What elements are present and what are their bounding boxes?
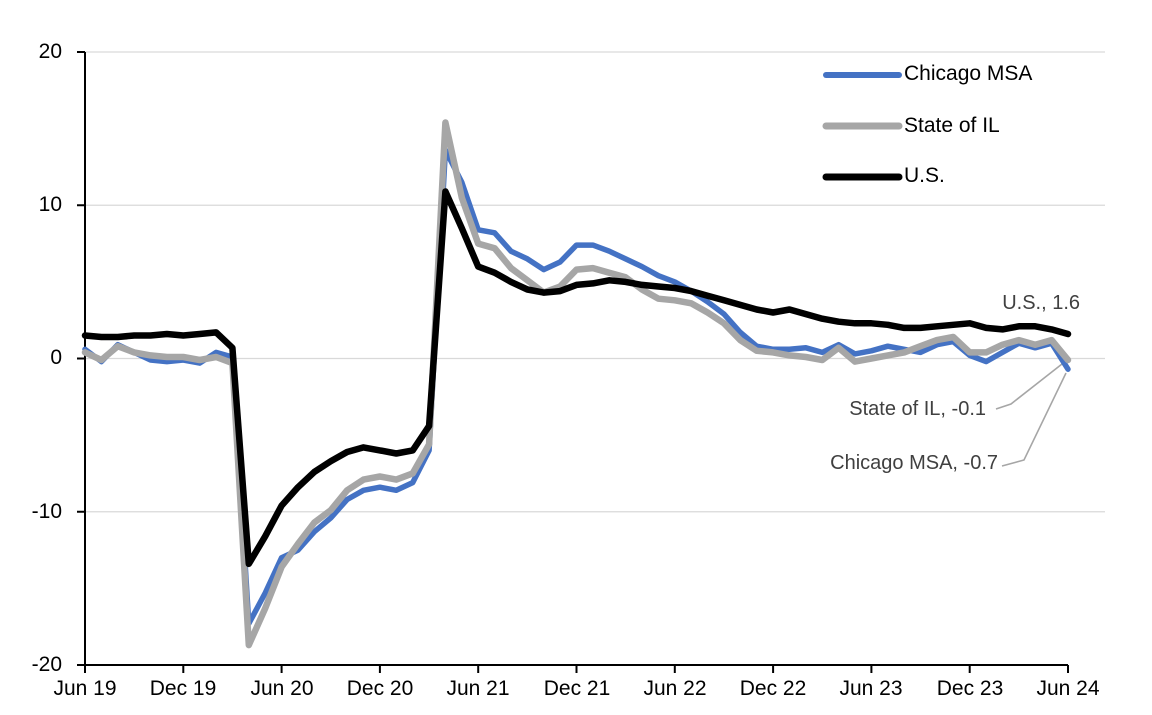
series-line-u-s- <box>81 188 1072 568</box>
legend-label-us: U.S. <box>904 164 945 187</box>
x-tick-label: Dec 20 <box>346 677 414 700</box>
series-line-state-of-il <box>81 119 1072 649</box>
x-tick-label: Dec 23 <box>936 677 1004 700</box>
annotation-state-of-il: State of IL, -0.1 <box>849 398 986 420</box>
y-tick-label: -10 <box>31 500 62 523</box>
y-tick-label: 20 <box>38 40 62 63</box>
y-tick-label: 0 <box>50 346 62 369</box>
x-tick-label: Jun 21 <box>446 677 510 700</box>
annotation-leader-line <box>1001 372 1067 467</box>
annotation-leader-line <box>995 363 1063 410</box>
legend-label-chicago-msa: Chicago MSA <box>904 62 1033 85</box>
annotation-us: U.S., 1.6 <box>1002 292 1080 314</box>
x-tick-label: Dec 22 <box>739 677 807 700</box>
y-tick-label: 10 <box>38 193 62 216</box>
x-tick-label: Jun 24 <box>1036 677 1100 700</box>
x-tick-label: Jun 19 <box>53 677 117 700</box>
x-tick-label: Jun 22 <box>643 677 707 700</box>
x-tick-label: Jun 23 <box>839 677 903 700</box>
x-tick-label: Jun 20 <box>250 677 314 700</box>
y-tick-label: -20 <box>31 653 62 676</box>
annotation-chicago-msa: Chicago MSA, -0.7 <box>830 452 998 474</box>
legend-label-state-of-il: State of IL <box>904 114 1000 137</box>
x-tick-label: Dec 21 <box>543 677 611 700</box>
x-tick-label: Dec 19 <box>149 677 217 700</box>
